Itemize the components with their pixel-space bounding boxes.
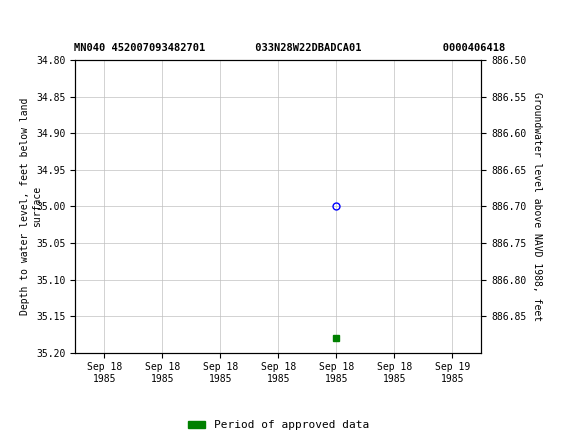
Legend: Period of approved data: Period of approved data xyxy=(183,416,374,430)
Y-axis label: Depth to water level, feet below land
surface: Depth to water level, feet below land su… xyxy=(20,98,42,315)
Text: MN040 452007093482701        033N28W22DBADCA01             0000406418: MN040 452007093482701 033N28W22DBADCA01 … xyxy=(74,43,506,53)
Y-axis label: Groundwater level above NAVD 1988, feet: Groundwater level above NAVD 1988, feet xyxy=(532,92,542,321)
Text: ▒USGS: ▒USGS xyxy=(9,9,84,28)
